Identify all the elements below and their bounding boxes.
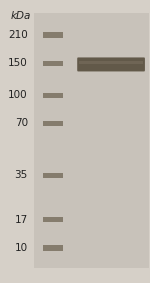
FancyBboxPatch shape — [43, 217, 63, 222]
FancyBboxPatch shape — [43, 93, 63, 98]
FancyBboxPatch shape — [43, 61, 63, 66]
Text: 150: 150 — [8, 58, 28, 68]
FancyBboxPatch shape — [43, 33, 63, 38]
FancyBboxPatch shape — [43, 245, 63, 250]
FancyBboxPatch shape — [79, 61, 143, 64]
Text: 17: 17 — [15, 215, 28, 225]
FancyBboxPatch shape — [43, 173, 63, 178]
Text: 70: 70 — [15, 118, 28, 128]
FancyBboxPatch shape — [77, 57, 145, 71]
Text: kDa: kDa — [10, 11, 31, 21]
Text: 35: 35 — [15, 170, 28, 180]
Text: 210: 210 — [8, 30, 28, 40]
Text: 100: 100 — [8, 90, 28, 100]
FancyBboxPatch shape — [43, 121, 63, 126]
FancyBboxPatch shape — [34, 13, 149, 268]
Text: 10: 10 — [15, 243, 28, 253]
